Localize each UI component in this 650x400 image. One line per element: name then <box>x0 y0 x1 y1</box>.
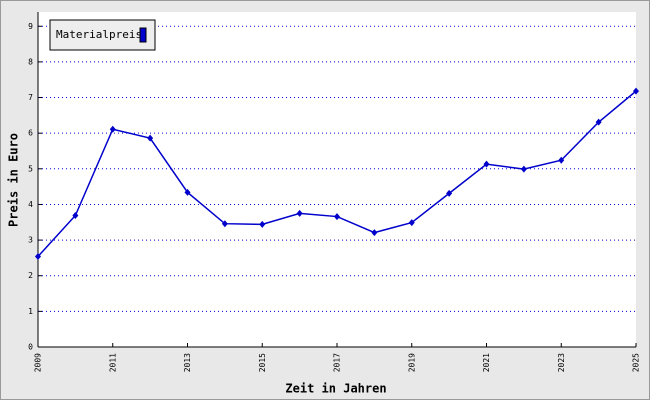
marker <box>221 220 228 228</box>
y-tick-label: 3 <box>28 236 33 245</box>
y-tick-label: 0 <box>28 343 33 352</box>
marker <box>296 209 303 217</box>
marker <box>446 189 453 197</box>
marker <box>109 125 116 133</box>
marker <box>483 160 490 168</box>
x-axis-title: Zeit in Jahren <box>285 382 386 396</box>
y-axis-title: Preis in Euro <box>7 133 21 227</box>
marker <box>558 156 565 164</box>
y-tick-label: 5 <box>28 164 33 173</box>
x-tick-label: 2023 <box>557 353 566 372</box>
y-tick-label: 1 <box>28 307 33 316</box>
marker <box>259 220 266 228</box>
marker <box>35 252 41 260</box>
marker <box>633 87 639 95</box>
x-tick-label: 2013 <box>183 353 192 372</box>
legend-box <box>49 19 156 51</box>
x-tick-label: 2019 <box>407 353 416 372</box>
marker <box>72 211 79 219</box>
legend-swatch <box>139 27 147 43</box>
y-tick-label: 7 <box>28 93 33 102</box>
marker <box>371 229 378 237</box>
y-tick-label: 6 <box>28 129 33 138</box>
x-tick-label: 2017 <box>333 353 342 372</box>
y-tick-label: 4 <box>28 200 33 209</box>
x-tick-label: 2021 <box>482 353 491 372</box>
marker <box>408 219 415 227</box>
y-tick-label: 8 <box>28 57 33 66</box>
x-tick-label: 2025 <box>632 353 641 372</box>
plot-area <box>38 12 636 347</box>
marker <box>334 213 340 221</box>
y-tick-label: 2 <box>28 271 33 280</box>
x-tick-label: 2015 <box>258 353 267 372</box>
x-tick-label: 2009 <box>34 353 43 372</box>
marker <box>520 165 527 173</box>
marker <box>595 118 602 126</box>
legend-label: Materialpreis <box>56 28 142 41</box>
y-tick-label: 9 <box>28 22 33 31</box>
x-tick-label: 2011 <box>108 353 117 372</box>
marker <box>184 188 191 196</box>
marker <box>147 134 154 142</box>
